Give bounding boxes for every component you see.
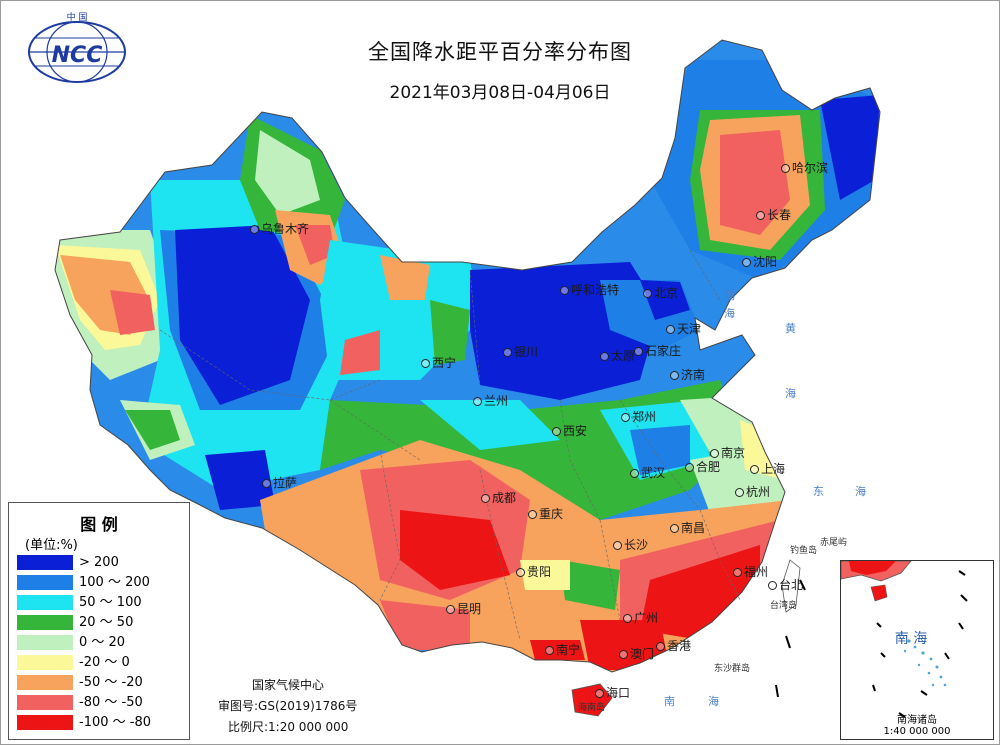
south-china-sea-inset: 南 海 南海诸岛 1:40 000 000: [840, 560, 994, 740]
ncc-globe-logo-icon: NCC 中 国: [28, 11, 126, 83]
sea-east-1: 东: [813, 485, 824, 498]
legend-label: > 200: [79, 555, 119, 570]
legend-swatch: [17, 555, 73, 570]
map-title: 全国降水距平百分率分布图: [368, 40, 632, 64]
city-urumqi: 乌鲁木齐: [250, 220, 309, 237]
credits-org: 国家气候中心: [252, 678, 325, 692]
sea-south-2: 海: [708, 695, 719, 708]
city-yinchuan: 银川: [503, 343, 538, 360]
place-dongsha: 东沙群岛: [714, 664, 751, 674]
city-chengdu: 成都: [481, 489, 516, 506]
legend-swatch: [17, 655, 73, 670]
city-nanning: 南宁: [545, 641, 580, 658]
place-taiwan-island: 台湾岛: [770, 601, 798, 611]
city-shenyang: 沈阳: [742, 253, 777, 270]
legend-label: -100 ～ -80: [79, 715, 152, 730]
city-hongkong: 香港: [656, 637, 691, 654]
inset-map: 南 海: [841, 561, 968, 718]
legend-label: -80 ～ -50: [79, 695, 143, 710]
city-kunming: 昆明: [446, 600, 481, 617]
legend-label: 100 ～ 200: [79, 575, 150, 590]
city-macao: 澳门: [619, 645, 654, 662]
logo-top-text: 中 国: [67, 11, 88, 23]
city-shijiazhuang: 石家庄: [634, 342, 681, 359]
city-xining: 西宁: [421, 354, 456, 371]
city-hefei: 合肥: [685, 458, 720, 475]
legend-label: -20 ～ 0: [79, 655, 130, 670]
legend-label: 0 ～ 20: [79, 635, 126, 650]
city-nanchang: 南昌: [670, 519, 705, 536]
city-guiyang: 贵阳: [516, 563, 551, 580]
map-date-range: 2021年03月08日-04月06日: [389, 83, 611, 103]
city-lhasa: 拉萨: [262, 474, 297, 491]
city-zhengzhou: 郑州: [621, 408, 656, 425]
legend-swatch: [17, 615, 73, 630]
city-wuhan: 武汉: [630, 464, 665, 481]
credits-scale: 比例尺:1:20 000 000: [228, 720, 349, 734]
city-fuzhou: 福州: [733, 563, 768, 580]
city-changchun: 长春: [756, 206, 791, 223]
sea-bohai-1: 渤: [724, 289, 735, 302]
city-beijing: 北京: [643, 284, 678, 301]
city-hohhot: 呼和浩特: [560, 281, 619, 298]
legend-label: 20 ～ 50: [79, 615, 134, 630]
sea-south-1: 南: [664, 695, 675, 708]
inset-sea-label: 南 海: [895, 631, 927, 647]
city-changsha: 长沙: [613, 536, 648, 553]
legend-unit: (单位:%): [25, 538, 78, 553]
legend: 图 例 (单位:%) > 200 100 ～ 200 50 ～ 100 20 ～…: [8, 502, 190, 740]
legend-swatch: [17, 715, 73, 730]
city-lanzhou: 兰州: [473, 392, 508, 409]
ncc-logo: NCC 中 国: [22, 10, 132, 88]
sea-yellow-1: 黄: [785, 322, 796, 335]
city-guangzhou: 广州: [623, 609, 658, 626]
legend-swatch: [17, 595, 73, 610]
legend-title: 图 例: [80, 515, 118, 534]
inset-caption: 南海诸岛 1:40 000 000: [841, 715, 993, 737]
legend-swatch: [17, 575, 73, 590]
legend-swatch: [17, 635, 73, 650]
credits: 国家气候中心 审图号:GS(2019)1786号 比例尺:1:20 000 00…: [218, 675, 368, 738]
city-taipei: 台北: [768, 576, 803, 593]
place-diaoyu: 钓鱼岛: [790, 546, 818, 556]
city-nanjing: 南京: [710, 444, 745, 461]
sea-bohai-2: 海: [724, 307, 735, 320]
city-chongqing: 重庆: [528, 505, 563, 522]
inset-caption-scale: 1:40 000 000: [883, 726, 951, 737]
sea-east-2: 海: [855, 485, 866, 498]
logo-main-text: NCC: [52, 43, 103, 68]
city-taiyuan: 太原: [600, 347, 635, 364]
city-haikou: 海口: [595, 684, 630, 701]
sea-yellow-2: 海: [785, 387, 796, 400]
city-hangzhou: 杭州: [735, 483, 770, 500]
place-hainan-island: 海南岛: [578, 703, 606, 713]
inset-caption-name: 南海诸岛: [897, 715, 937, 726]
city-shanghai: 上海: [750, 460, 785, 477]
city-jinan: 济南: [670, 366, 705, 383]
place-chiwei: 赤尾屿: [820, 538, 848, 548]
legend-label: -50 ～ -20: [79, 675, 143, 690]
legend-swatch: [17, 695, 73, 710]
city-xian: 西安: [552, 422, 587, 439]
legend-swatch: [17, 675, 73, 690]
legend-label: 50 ～ 100: [79, 595, 142, 610]
credits-map-number: 审图号:GS(2019)1786号: [218, 699, 358, 713]
city-tianjin: 天津: [666, 320, 701, 337]
city-harbin: 哈尔滨: [781, 159, 828, 176]
